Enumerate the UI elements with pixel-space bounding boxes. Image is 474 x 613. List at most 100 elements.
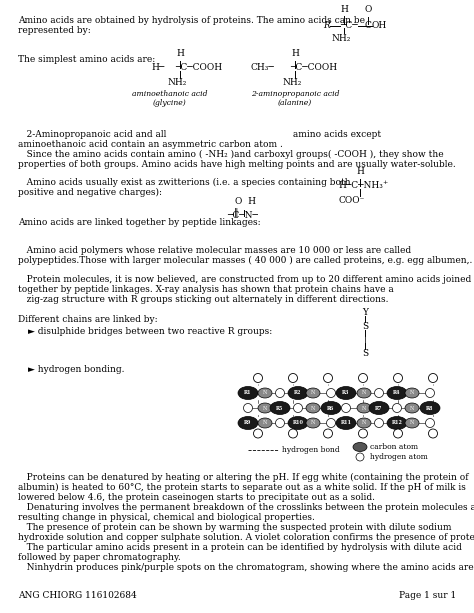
Text: aminoethanoic acid contain an asymmetric carbon atom .: aminoethanoic acid contain an asymmetric… <box>18 140 283 149</box>
Text: N: N <box>410 421 414 425</box>
Ellipse shape <box>306 418 320 428</box>
Circle shape <box>341 403 350 413</box>
Text: N: N <box>263 406 267 411</box>
Text: R7: R7 <box>375 406 383 411</box>
Text: R3: R3 <box>342 390 350 395</box>
Text: NH₂: NH₂ <box>331 34 351 43</box>
Text: H: H <box>340 5 348 14</box>
Text: Protein molecules, it is now believed, are constructed from up to 20 different a: Protein molecules, it is now believed, a… <box>18 275 471 284</box>
Circle shape <box>374 389 383 397</box>
Text: hydrogen atom: hydrogen atom <box>370 453 428 461</box>
Text: lowered below 4.6, the protein caseinogen starts to precipitate out as a solid.: lowered below 4.6, the protein caseinoge… <box>18 493 375 502</box>
Text: H: H <box>176 49 184 58</box>
Text: Amino acid polymers whose relative molecular masses are 10 000 or less are calle: Amino acid polymers whose relative molec… <box>18 246 411 255</box>
Ellipse shape <box>353 443 367 452</box>
Ellipse shape <box>387 416 407 430</box>
Ellipse shape <box>336 387 356 400</box>
Circle shape <box>426 419 435 427</box>
Text: represented by:: represented by: <box>18 26 91 35</box>
Circle shape <box>323 429 332 438</box>
Circle shape <box>289 373 298 383</box>
Text: Y: Y <box>362 308 368 317</box>
Text: 2-aminopropanoic acid: 2-aminopropanoic acid <box>251 90 339 98</box>
Ellipse shape <box>357 418 371 428</box>
Circle shape <box>323 373 332 383</box>
Circle shape <box>374 419 383 427</box>
Circle shape <box>327 389 336 397</box>
Circle shape <box>358 429 367 438</box>
Text: C: C <box>365 21 372 31</box>
Text: ─C─N─: ─C─N─ <box>227 211 258 221</box>
Text: resulting change in physical, chemical and biological properties.: resulting change in physical, chemical a… <box>18 513 315 522</box>
Ellipse shape <box>288 416 308 430</box>
Text: N: N <box>263 390 267 395</box>
Text: ANG CHIORG 116102684: ANG CHIORG 116102684 <box>18 591 137 600</box>
Text: N: N <box>362 390 366 395</box>
Text: N: N <box>311 421 315 425</box>
Ellipse shape <box>405 388 419 398</box>
Ellipse shape <box>321 402 341 414</box>
Text: NH₂: NH₂ <box>283 78 301 87</box>
Text: H─C─NH₃: H─C─NH₃ <box>338 181 383 191</box>
Text: N: N <box>311 406 315 411</box>
Text: ► disulphide bridges between two reactive R groups:: ► disulphide bridges between two reactiv… <box>28 327 272 336</box>
Circle shape <box>393 429 402 438</box>
Ellipse shape <box>238 387 258 400</box>
Text: hydroxide solution and copper sulphate solution. A violet coloration confirms th: hydroxide solution and copper sulphate s… <box>18 533 474 542</box>
Ellipse shape <box>420 402 440 414</box>
Ellipse shape <box>258 418 272 428</box>
Text: zig-zag structure with R groups sticking out alternately in different directions: zig-zag structure with R groups sticking… <box>18 295 389 304</box>
Text: followed by paper chromatography.: followed by paper chromatography. <box>18 553 181 562</box>
Circle shape <box>293 403 302 413</box>
Text: N: N <box>410 390 414 395</box>
Text: R9: R9 <box>244 421 252 425</box>
Text: Amino acids usually exist as zwitterions (i.e. a species containing both: Amino acids usually exist as zwitterions… <box>18 178 351 187</box>
Text: carbon atom: carbon atom <box>370 443 418 451</box>
Circle shape <box>275 389 284 397</box>
Ellipse shape <box>369 402 389 414</box>
Circle shape <box>356 453 364 461</box>
Text: ─C─COOH: ─C─COOH <box>175 64 222 72</box>
Ellipse shape <box>238 416 258 430</box>
Text: The simplest amino acids are:: The simplest amino acids are: <box>18 55 155 64</box>
Text: Proteins can be denatured by heating or altering the pH. If egg white (containin: Proteins can be denatured by heating or … <box>18 473 468 482</box>
Circle shape <box>254 429 263 438</box>
Text: together by peptide linkages. X-ray analysis has shown that protein chains have : together by peptide linkages. X-ray anal… <box>18 285 394 294</box>
Ellipse shape <box>306 403 320 413</box>
Text: S: S <box>362 322 368 331</box>
Text: ─C─COOH: ─C─COOH <box>290 64 337 72</box>
Text: R6: R6 <box>328 406 335 411</box>
Text: COO⁻: COO⁻ <box>339 196 365 205</box>
Circle shape <box>358 373 367 383</box>
Text: albumin) is heated to 60°C, the protein starts to separate out as a white solid.: albumin) is heated to 60°C, the protein … <box>18 483 466 492</box>
Text: hydrogen bond: hydrogen bond <box>282 446 340 454</box>
Ellipse shape <box>258 403 272 413</box>
Text: Amino acids are obtained by hydrolysis of proteins. The amino acids can be: Amino acids are obtained by hydrolysis o… <box>18 16 365 25</box>
Text: N: N <box>362 406 366 411</box>
Circle shape <box>428 373 438 383</box>
Text: ─C─: ─C─ <box>340 21 357 31</box>
Text: N: N <box>362 421 366 425</box>
Text: R4: R4 <box>393 390 401 395</box>
Text: +: + <box>382 180 387 186</box>
Ellipse shape <box>258 388 272 398</box>
Circle shape <box>244 403 253 413</box>
Circle shape <box>275 419 284 427</box>
Text: O  H: O H <box>235 197 256 206</box>
Text: ► hydrogen bonding.: ► hydrogen bonding. <box>28 365 125 374</box>
Text: polypeptides.Those with larger molecular masses ( 40 000 ) are called proteins, : polypeptides.Those with larger molecular… <box>18 256 473 265</box>
Text: Page 1 sur 1: Page 1 sur 1 <box>399 591 456 600</box>
Ellipse shape <box>306 388 320 398</box>
Text: H─: H─ <box>152 64 165 72</box>
Ellipse shape <box>405 403 419 413</box>
Text: OH: OH <box>372 21 387 31</box>
Text: Since the amino acids contain amino ( -NH₂ )and carboxyl groups( -COOH ), they s: Since the amino acids contain amino ( -N… <box>18 150 444 159</box>
Text: Amino acids are linked together by peptide linkages:: Amino acids are linked together by pepti… <box>18 218 261 227</box>
Text: N: N <box>311 390 315 395</box>
Text: H: H <box>356 167 364 176</box>
Text: Ninhydrin produces pink/purple spots on the chromatogram, showing where the amin: Ninhydrin produces pink/purple spots on … <box>18 563 474 572</box>
Text: positive and negative charges):: positive and negative charges): <box>18 188 162 197</box>
Ellipse shape <box>357 403 371 413</box>
Text: The particular amino acids present in a protein can be identified by hydrolysis : The particular amino acids present in a … <box>18 543 462 552</box>
Text: R10: R10 <box>292 421 303 425</box>
